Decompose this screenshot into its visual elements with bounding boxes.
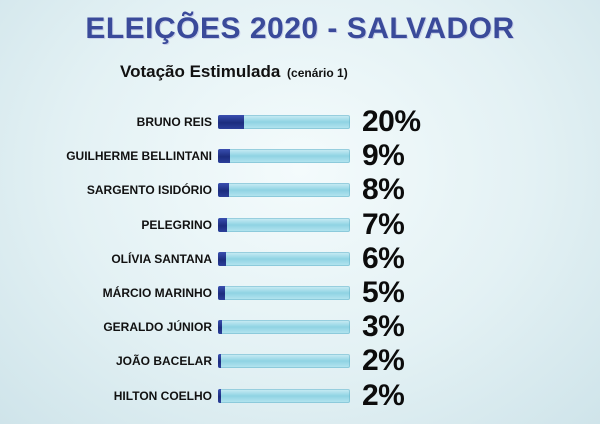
category-label: PELEGRINO [141, 217, 212, 232]
bar-track [218, 388, 350, 403]
subtitle-note: (cenário 1) [287, 66, 348, 80]
bar-track [218, 217, 350, 232]
bar-track [218, 286, 350, 300]
category-label: JOÃO BACELAR [115, 354, 212, 369]
data-label: 3% [362, 310, 405, 344]
bar-track [218, 320, 350, 335]
category-label: SARGENTO ISIDÓRIO [86, 183, 212, 198]
bar [218, 388, 221, 403]
data-label: 8% [362, 173, 405, 207]
bar-track [218, 251, 350, 266]
category-label: GUILHERME BELLINTANI [66, 149, 212, 164]
bar [218, 149, 230, 164]
bar [218, 354, 221, 369]
subtitle-text: Votação Estimulada [120, 62, 281, 81]
bar-track [218, 115, 350, 129]
bar [218, 217, 228, 232]
category-label: MÁRCIO MARINHO [102, 286, 212, 300]
data-label: 2% [362, 344, 405, 378]
bar-track [218, 183, 350, 198]
data-label: 6% [362, 241, 405, 275]
chart-subtitle: Votação Estimulada (cenário 1) [120, 62, 348, 82]
bar [218, 286, 225, 300]
bar [218, 251, 226, 266]
category-label: BRUNO REIS [136, 115, 212, 129]
category-label: HILTON COELHO [113, 388, 212, 403]
data-label: 2% [362, 378, 405, 412]
bar [218, 115, 245, 129]
chart-title: ELEIÇÕES 2020 - SALVADOR [85, 12, 515, 45]
data-label: 9% [362, 139, 405, 173]
bar-track [218, 149, 350, 164]
bar-track [218, 354, 350, 369]
data-label: 7% [362, 207, 405, 241]
category-label: OLÍVIA SANTANA [111, 251, 212, 266]
category-label: GERALDO JÚNIOR [103, 320, 212, 335]
data-label: 20% [362, 105, 421, 138]
bar [218, 320, 222, 335]
data-label: 5% [362, 276, 405, 309]
bar [218, 183, 229, 198]
